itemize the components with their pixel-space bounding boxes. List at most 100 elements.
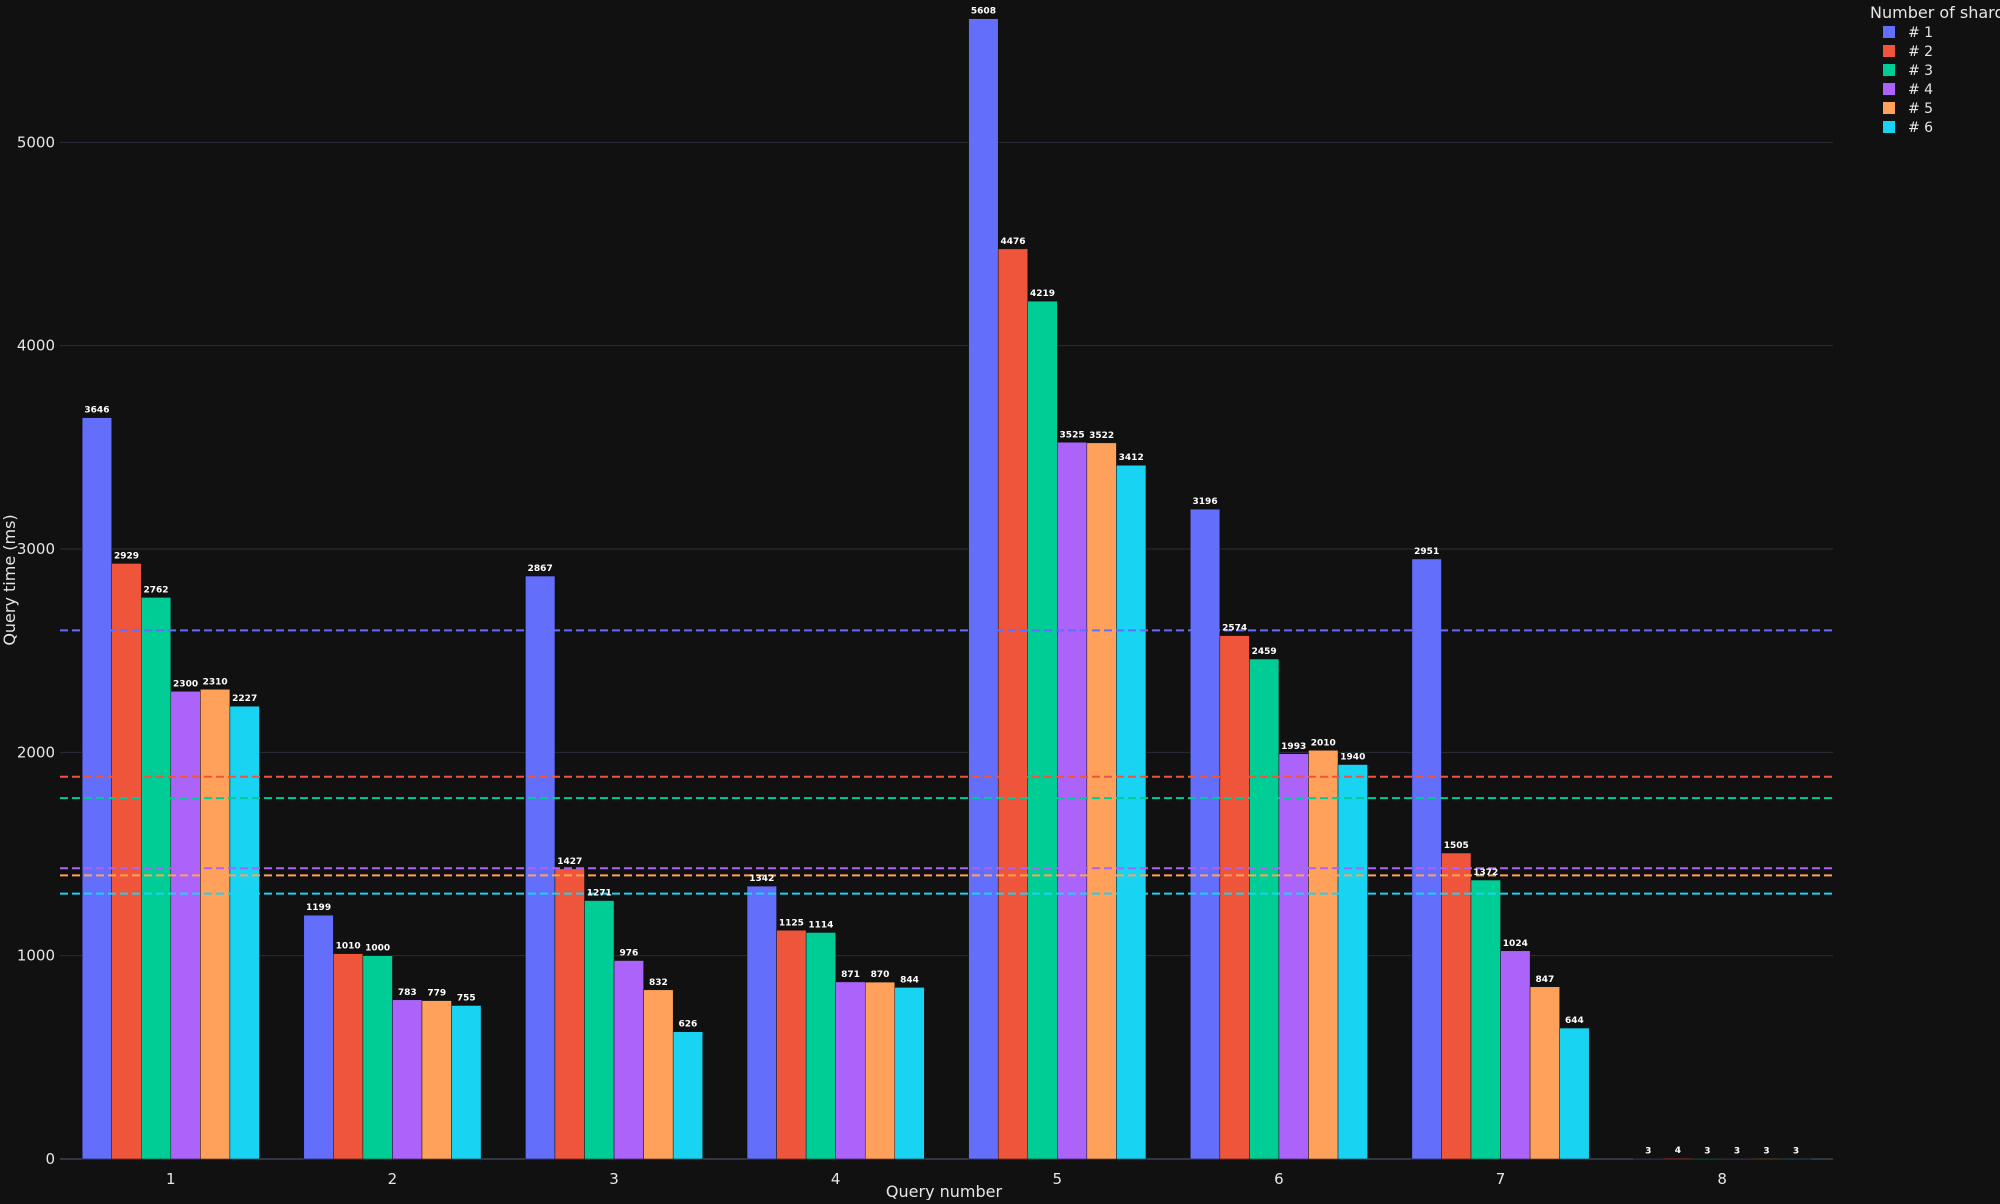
legend-swatch [1883, 45, 1895, 57]
bar [303, 914, 334, 1160]
bar [81, 417, 112, 1160]
bar-data-label: 1505 [1444, 841, 1469, 851]
x-tick-label: 8 [1717, 1170, 1727, 1188]
bar [776, 930, 807, 1160]
bar-data-label: 4219 [1030, 289, 1055, 299]
bar-data-label: 3 [1734, 1146, 1740, 1156]
bar [392, 999, 423, 1160]
bar-data-label: 626 [679, 1020, 698, 1030]
bar [554, 868, 585, 1160]
bar-data-label: 1024 [1503, 939, 1528, 949]
bar-data-label: 3646 [84, 406, 109, 416]
bar-data-label: 2459 [1252, 647, 1277, 657]
bar [835, 981, 866, 1160]
bar [229, 705, 260, 1160]
bar-data-label: 2762 [144, 585, 169, 595]
y-tick-label: 2000 [17, 743, 55, 761]
y-axis-title: Query time (ms) [0, 514, 19, 645]
bar [1249, 658, 1280, 1160]
bar [1662, 1157, 1693, 1160]
bar-data-label: 3 [1763, 1146, 1769, 1156]
bar [1559, 1027, 1590, 1160]
bar [1751, 1158, 1782, 1160]
bar-data-label: 3 [1704, 1146, 1710, 1156]
bar [1441, 852, 1472, 1160]
bar [805, 932, 836, 1160]
bar [894, 987, 925, 1160]
bar [421, 1000, 452, 1160]
bar [1692, 1158, 1723, 1160]
legend-swatch [1883, 26, 1895, 38]
x-tick-label: 2 [388, 1170, 398, 1188]
bar-data-label: 779 [427, 989, 446, 999]
bar [111, 563, 142, 1160]
bar [1633, 1158, 1664, 1160]
bar-data-label: 976 [619, 949, 638, 959]
legend-item-label: # 1 [1908, 25, 1933, 41]
bar-data-label: 1271 [587, 889, 612, 899]
y-tick-label: 5000 [17, 133, 55, 151]
bar-data-label: 4476 [1000, 237, 1025, 247]
bar-data-label: 870 [871, 970, 890, 980]
legend-item-label: # 4 [1908, 82, 1933, 98]
bar [643, 989, 674, 1160]
bar-data-label: 3 [1645, 1146, 1651, 1156]
bar [1116, 464, 1147, 1160]
bar-data-label: 1940 [1340, 753, 1365, 763]
bar-data-label: 2310 [203, 677, 228, 687]
bar [1500, 950, 1531, 1160]
bar [968, 18, 999, 1160]
x-tick-label: 4 [831, 1170, 841, 1188]
x-tick-label: 7 [1496, 1170, 1506, 1188]
bar-data-label: 3525 [1060, 430, 1085, 440]
bar [1027, 300, 1058, 1160]
x-tick-label: 3 [609, 1170, 619, 1188]
bar [1337, 764, 1368, 1160]
bar [170, 691, 201, 1160]
bar [1278, 753, 1309, 1160]
bar [1781, 1158, 1812, 1160]
bar [1470, 879, 1501, 1160]
legend-item-label: # 3 [1908, 63, 1933, 79]
bar-data-label: 783 [398, 988, 417, 998]
bar-data-label: 1342 [749, 874, 774, 884]
y-tick-label: 3000 [17, 540, 55, 558]
bar [997, 248, 1029, 1160]
bar [864, 981, 896, 1160]
bar [362, 955, 393, 1160]
bar-data-label: 2951 [1414, 547, 1439, 557]
bar [141, 597, 172, 1160]
bar [1219, 635, 1250, 1160]
bar-data-label: 2227 [232, 694, 257, 704]
bar [1529, 986, 1560, 1160]
legend-title: Number of shards [1870, 3, 2000, 22]
bar-data-label: 2010 [1311, 738, 1336, 748]
bar-data-label: 3 [1793, 1146, 1799, 1156]
legend-item-label: # 2 [1908, 44, 1933, 60]
legend-swatch [1883, 121, 1895, 133]
bar-data-label: 1372 [1473, 868, 1498, 878]
bar [746, 885, 777, 1160]
bar [613, 960, 644, 1160]
bar [1308, 750, 1339, 1160]
bar [333, 953, 364, 1160]
bar [584, 900, 615, 1160]
x-axis-title: Query number [886, 1182, 1003, 1200]
bar-data-label: 1199 [306, 903, 331, 913]
y-tick-label: 0 [45, 1150, 55, 1168]
bar-data-label: 3196 [1193, 497, 1218, 507]
bar-data-label: 2300 [173, 679, 198, 689]
bar-data-label: 5608 [971, 7, 996, 17]
bar-data-label: 1114 [808, 920, 833, 930]
bar-data-label: 844 [900, 975, 919, 985]
bar-data-label: 1000 [365, 944, 390, 954]
bar-data-label: 644 [1565, 1016, 1584, 1026]
legend-swatch [1883, 64, 1895, 76]
bar-data-label: 1993 [1281, 742, 1306, 752]
bar [1057, 442, 1088, 1160]
legend-item-label: # 6 [1908, 120, 1933, 136]
legend-swatch [1883, 102, 1895, 114]
bar [1721, 1158, 1752, 1160]
bar-data-label: 2929 [114, 551, 139, 561]
